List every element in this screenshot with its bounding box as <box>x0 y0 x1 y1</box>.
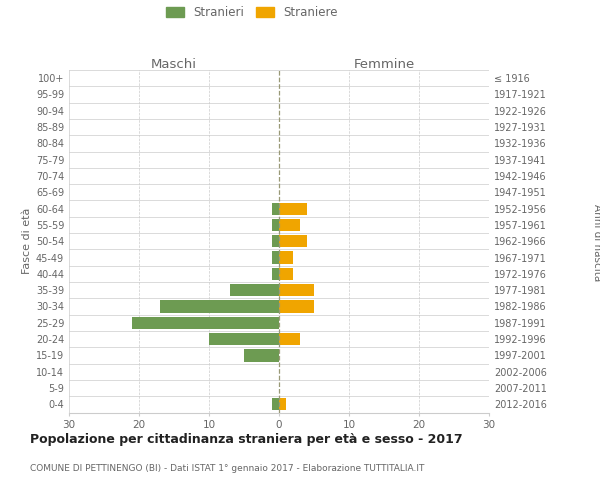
Bar <box>272 268 279 280</box>
Bar <box>279 235 307 248</box>
Bar <box>279 219 300 231</box>
Text: COMUNE DI PETTINENGO (BI) - Dati ISTAT 1° gennaio 2017 - Elaborazione TUTTITALIA: COMUNE DI PETTINENGO (BI) - Dati ISTAT 1… <box>30 464 424 473</box>
Bar <box>160 300 279 312</box>
Text: Femmine: Femmine <box>353 58 415 71</box>
Bar <box>272 235 279 248</box>
Bar <box>279 300 314 312</box>
Bar <box>272 252 279 264</box>
Bar <box>132 316 279 329</box>
Text: Popolazione per cittadinanza straniera per età e sesso - 2017: Popolazione per cittadinanza straniera p… <box>30 432 463 446</box>
Bar <box>279 268 293 280</box>
Bar <box>272 202 279 214</box>
Bar <box>279 284 314 296</box>
Bar <box>244 350 279 362</box>
Bar <box>279 202 307 214</box>
Bar <box>272 398 279 410</box>
Legend: Stranieri, Straniere: Stranieri, Straniere <box>166 6 338 19</box>
Bar <box>279 333 300 345</box>
Bar <box>279 252 293 264</box>
Bar <box>209 333 279 345</box>
Bar <box>272 219 279 231</box>
Text: Maschi: Maschi <box>151 58 197 71</box>
Bar <box>279 398 286 410</box>
Y-axis label: Fasce di età: Fasce di età <box>22 208 32 274</box>
Text: Anni di nascita: Anni di nascita <box>592 204 600 281</box>
Bar <box>230 284 279 296</box>
